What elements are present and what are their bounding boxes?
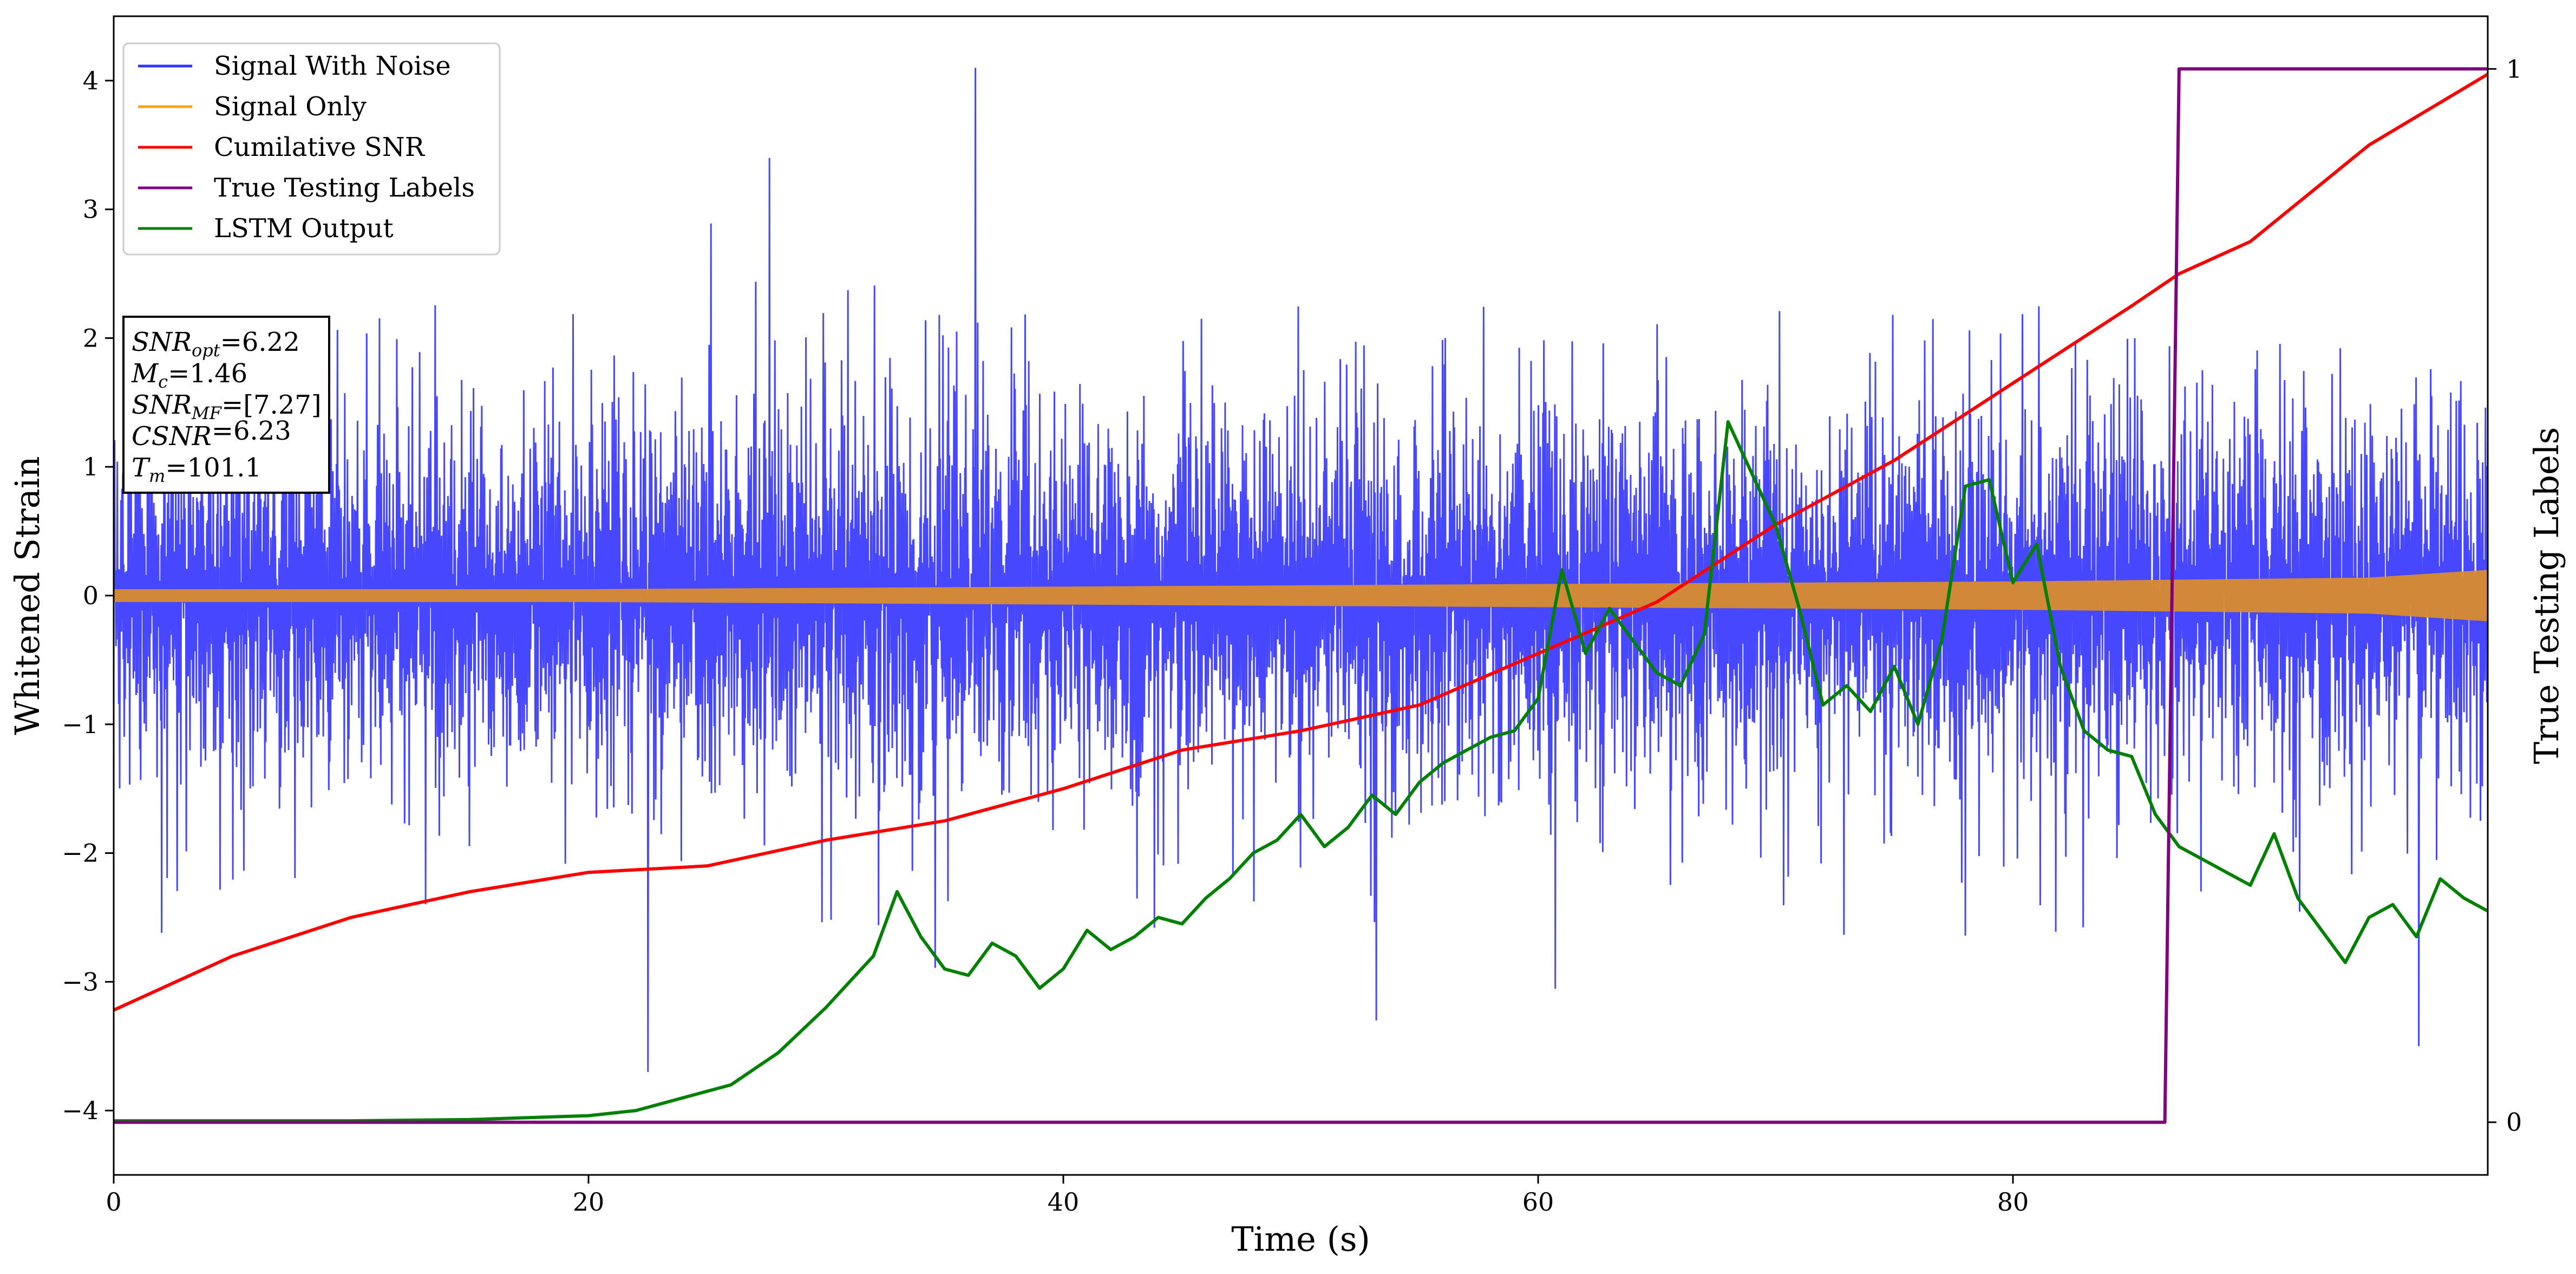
parameter-info-box: SNRopt=6.22 Mc=1.46 SNRMF=[7.27] CSNR=6.…: [122, 316, 330, 494]
info-snr-mf: SNRMF=[7.27]: [132, 390, 322, 423]
cumulative-snr-line: [114, 73, 2488, 1012]
x-tick-label: 20: [573, 1187, 605, 1217]
y-tick-label: 1: [83, 452, 99, 481]
signal-only-series: [114, 570, 2488, 622]
y-axis-title: Whitened Strain: [8, 456, 47, 735]
legend-label-cumulative-snr: Cumilative SNR: [214, 132, 426, 162]
info-box-frame: [122, 316, 330, 494]
x-tick-label: 0: [106, 1187, 121, 1217]
right-y-tick-label: 1: [2506, 54, 2522, 83]
x-tick-label: 40: [1048, 1187, 1080, 1217]
true-testing-labels-line: [114, 67, 2488, 1124]
info-merger-time: Tm=101.1: [132, 453, 261, 486]
x-tick-label: 60: [1522, 1187, 1554, 1217]
line-series-group: [114, 67, 2488, 1124]
legend-frame: [122, 42, 501, 256]
legend-label-signal-with-noise: Signal With Noise: [214, 51, 451, 81]
y-tick-label: −3: [62, 967, 99, 996]
x-axis-title: Time (s): [1231, 1219, 1370, 1259]
legend-label-lstm-output: LSTM Output: [214, 213, 394, 244]
info-snr-opt: SNRopt=6.22: [132, 327, 300, 361]
legend-label-signal-only: Signal Only: [214, 92, 367, 122]
lstm-output-line: [114, 420, 2488, 1123]
y-tick-label: 3: [83, 195, 99, 224]
signal-only-band: [114, 570, 2488, 622]
y-tick-label: 2: [83, 323, 99, 352]
right-y-axis-title: True Testing Labels: [2527, 427, 2566, 765]
y-tick-label: −2: [62, 839, 99, 868]
y-tick-label: −1: [62, 710, 99, 739]
x-tick-label: 80: [1997, 1187, 2029, 1217]
y-tick-label: −4: [62, 1096, 99, 1125]
y-tick-label: 4: [83, 66, 99, 95]
right-y-tick-label: 0: [2506, 1108, 2522, 1137]
info-csnr: CSNR=6.23: [132, 416, 291, 452]
legend: Signal With Noise Signal Only Cumilative…: [122, 42, 501, 256]
legend-label-true-testing-labels: True Testing Labels: [214, 173, 475, 203]
info-chirp-mass: Mc=1.46: [131, 358, 247, 392]
y-tick-label: 0: [83, 581, 99, 610]
